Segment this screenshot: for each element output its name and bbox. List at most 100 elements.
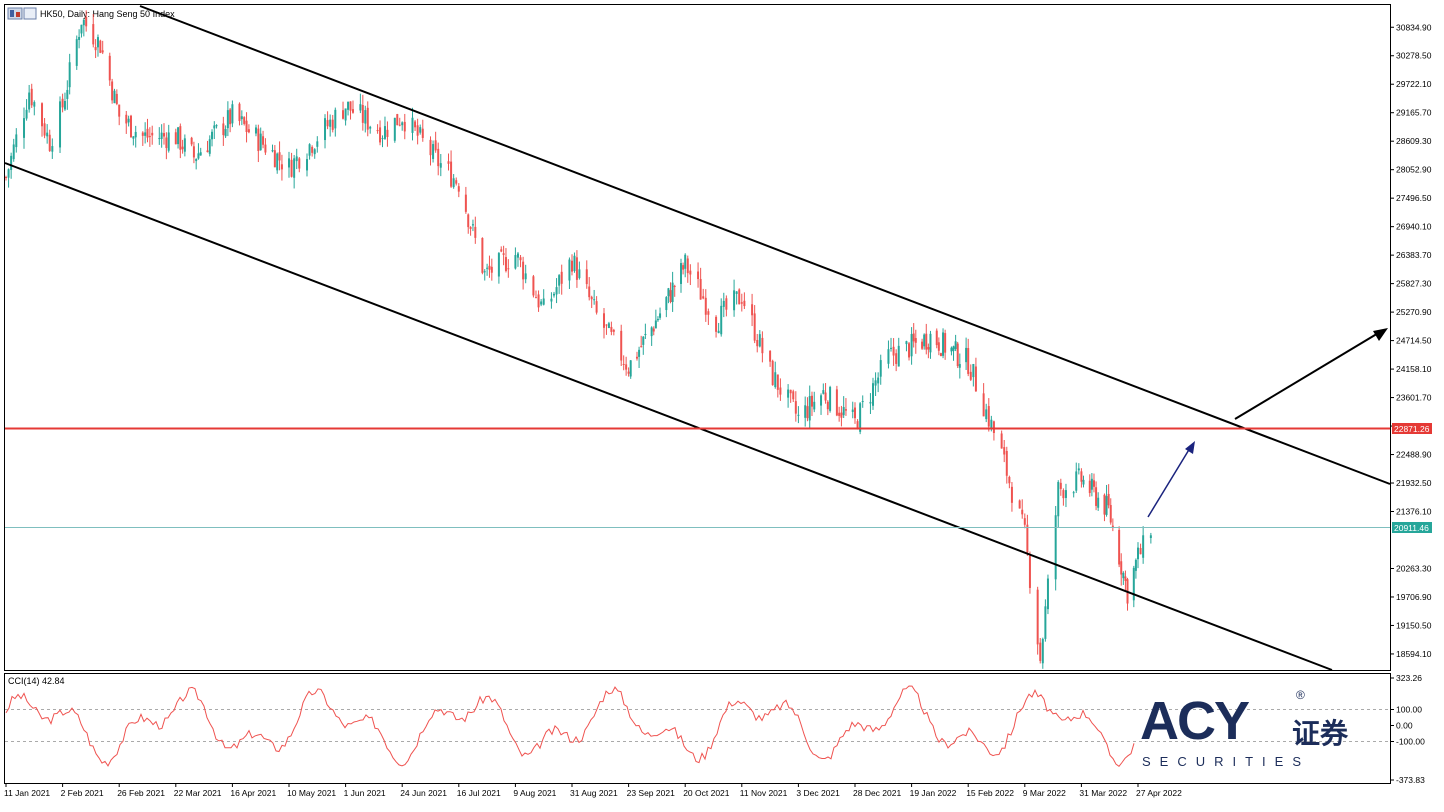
candle-body (958, 364, 961, 368)
candle-body (386, 129, 389, 137)
candle-body (63, 100, 66, 110)
candle-body (361, 105, 364, 123)
candle-body (879, 360, 882, 377)
price-axis-label: 19150.50 (1396, 620, 1432, 630)
candle-body (927, 347, 930, 350)
candle-body (132, 136, 135, 139)
time-axis-label: 31 Aug 2021 (570, 788, 618, 798)
candle-body (923, 334, 926, 347)
candle-body (524, 273, 527, 280)
candle-body (500, 249, 503, 252)
candle-body (421, 128, 424, 138)
candle-body (944, 333, 947, 353)
candle-body (638, 349, 641, 357)
cci-line (5, 685, 1135, 767)
candle-body (905, 341, 908, 345)
candle-body (794, 401, 797, 414)
candle-body (313, 149, 316, 155)
breakout-arrow[interactable] (1234, 331, 1381, 420)
candle-body (622, 363, 625, 365)
candle-body (552, 293, 555, 296)
candle-body (707, 311, 710, 315)
candle-body (151, 132, 154, 136)
candle-body (306, 159, 309, 171)
candle-body (502, 253, 505, 255)
candle-body (813, 401, 816, 410)
candle-body (704, 297, 707, 315)
candle-body (1054, 515, 1057, 580)
candle-body (1090, 478, 1093, 490)
candle-body (656, 318, 659, 321)
candle-body (1023, 518, 1026, 525)
rebound-arrow[interactable] (1147, 447, 1191, 518)
candle-body (1057, 481, 1060, 517)
candle-body (457, 186, 460, 192)
candle-body (383, 126, 386, 139)
candle-body (684, 254, 687, 269)
candle-body (972, 363, 975, 378)
cci-axis: 323.26 100.00 0.00 -100.00 -373.83 (1390, 673, 1425, 785)
candle-body (192, 146, 195, 158)
candle-body (165, 137, 168, 149)
candle-body (439, 163, 442, 168)
candle-body (134, 131, 137, 138)
window-icon-bar (16, 12, 20, 17)
candle-body (190, 137, 193, 145)
candle-body (992, 421, 995, 433)
candle-body (213, 125, 216, 129)
candle-body (715, 316, 718, 332)
candle-body (507, 268, 510, 270)
candle-body (605, 324, 608, 326)
candlestick-series (5, 10, 1152, 669)
candle-body (273, 150, 276, 168)
price-axis-label: 20263.30 (1396, 563, 1432, 573)
time-axis-label: 16 Jul 2021 (457, 788, 501, 798)
channel-lower-line[interactable] (4, 162, 1333, 671)
candle-body (75, 39, 78, 66)
candle-body (469, 227, 472, 229)
candle-body (199, 152, 202, 156)
window-icon (7, 7, 23, 20)
candle-body (1149, 535, 1152, 539)
candle-body (1003, 447, 1006, 455)
candle-body (280, 164, 283, 170)
candle-body (158, 138, 161, 140)
candle-body (179, 126, 182, 150)
candle-body (1132, 567, 1135, 601)
candle-body (1021, 509, 1024, 515)
candle-body (640, 346, 643, 348)
time-axis-label: 19 Jan 2022 (910, 788, 957, 798)
time-axis-label: 24 Jun 2021 (400, 788, 447, 798)
candle-body (23, 118, 26, 138)
candle-body (393, 117, 396, 141)
candle-body (595, 301, 598, 313)
candle-body (952, 346, 955, 351)
candle-body (869, 401, 872, 404)
candle-body (1075, 471, 1078, 491)
candle-body (669, 290, 672, 302)
candle-body (774, 372, 777, 388)
price-axis-label: 30278.50 (1396, 51, 1432, 61)
candle-body (1028, 555, 1031, 588)
candle-body (247, 129, 250, 133)
candle-body (1137, 547, 1139, 560)
candle-body (550, 298, 553, 302)
candle-body (61, 98, 64, 108)
candle-body (612, 329, 615, 332)
candle-body (486, 267, 489, 269)
candle-body (671, 282, 674, 303)
candle-body (92, 24, 95, 45)
price-axis-label: 29722.10 (1396, 79, 1432, 89)
channel-upper-line[interactable] (139, 5, 1391, 485)
acy-chinese-text: 证券 (1292, 717, 1349, 750)
candle-body (1077, 468, 1080, 471)
candle-body (874, 380, 877, 386)
candle-body (532, 276, 535, 296)
candle-body (229, 109, 232, 125)
candle-body (85, 16, 88, 27)
candle-body (222, 123, 225, 136)
candle-body (665, 297, 668, 311)
candle-body (895, 353, 898, 364)
candle-body (125, 114, 128, 124)
